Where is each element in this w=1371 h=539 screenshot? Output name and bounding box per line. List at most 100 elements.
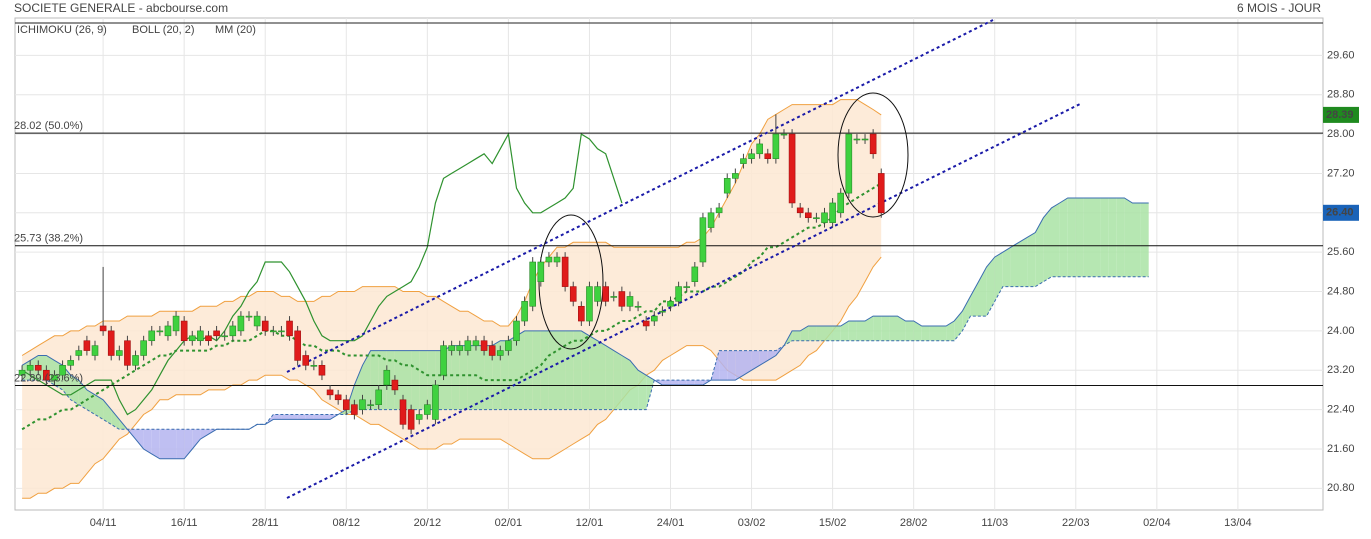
candle-body [480, 340, 488, 351]
cloud-segment [743, 350, 752, 376]
candle-body [464, 340, 472, 351]
candle-body [278, 330, 285, 333]
cloud-segment [735, 350, 744, 381]
candle-body [51, 374, 58, 381]
candle-body [156, 330, 164, 333]
candle-body [472, 340, 480, 346]
cloud-segment [686, 380, 695, 385]
price-tag [1323, 204, 1359, 221]
cloud-segment [459, 345, 468, 410]
candle-body [861, 138, 869, 141]
cloud-segment [313, 414, 322, 420]
candle-body [140, 340, 147, 356]
candle-body [334, 394, 342, 401]
cloud-segment [159, 429, 168, 459]
cloud-segment [289, 414, 298, 420]
cloud-segment [605, 345, 614, 410]
cloud-segment [856, 321, 865, 341]
candle-body [650, 315, 658, 322]
chart-title: SOCIETE GENERALE - abcbourse.com [14, 1, 228, 15]
cloud-segment [897, 316, 906, 341]
x-tick-label: 20/12 [414, 517, 442, 529]
cloud-segment [1019, 237, 1028, 287]
candle-body [440, 345, 447, 376]
cloud-segment [305, 414, 314, 420]
cloud-segment [273, 414, 282, 420]
candle-body [91, 345, 99, 356]
chikou [21, 132, 623, 416]
fib-label: 25.73 (38.2%) [14, 233, 83, 245]
cloud-segment [1075, 198, 1084, 277]
candle-body [359, 399, 366, 410]
cloud-segment [905, 321, 914, 341]
candle-body [229, 325, 237, 337]
candle-body [626, 296, 634, 307]
candle-body [667, 301, 674, 307]
cloud-segment [938, 326, 947, 341]
price-tag-label: 28.39 [1326, 109, 1354, 121]
period: 6 MOIS - JOUR [1237, 1, 1321, 15]
candle-body [188, 335, 196, 342]
candle-body [286, 320, 293, 337]
cloud-segment [30, 355, 39, 381]
candle-body [253, 315, 261, 327]
cloud-segment [670, 380, 679, 385]
cloud-segment [921, 326, 930, 341]
candle-body [43, 369, 50, 381]
cloud-segment [873, 316, 882, 341]
candle-body [221, 335, 228, 338]
y-tick-label: 24.00 [1327, 325, 1355, 337]
cloud-segment [986, 257, 995, 317]
cloud-segment [354, 365, 363, 410]
candle-body [261, 320, 269, 332]
y-tick-label: 20.80 [1327, 482, 1355, 494]
cloud-segment [978, 266, 987, 317]
candle-body [821, 212, 828, 223]
x-tick-label: 22/03 [1062, 517, 1090, 529]
cloud-segment [411, 350, 420, 410]
y-tick-label: 23.20 [1327, 364, 1355, 376]
cloud-segment [1051, 203, 1060, 277]
candle-body [391, 379, 399, 391]
cloud-segment [621, 355, 630, 410]
cloud-segment [557, 330, 566, 410]
cloud-segment [1124, 198, 1133, 277]
cloud-segment [1132, 203, 1141, 277]
candle-body [634, 305, 642, 308]
x-tick-label: 28/11 [252, 517, 279, 529]
candle-body [610, 296, 618, 298]
candle-body [869, 133, 877, 155]
cloud-segment [176, 429, 185, 459]
indicators-front [15, 132, 1323, 460]
senkou-b [22, 276, 1149, 430]
candle-body [683, 286, 691, 288]
cloud-segment [767, 350, 776, 361]
cloud-segment [386, 350, 395, 410]
candle-body [18, 369, 26, 376]
cloud-segment [362, 350, 371, 410]
x-tick-label: 04/11 [90, 517, 117, 529]
candle-body [83, 340, 91, 351]
cloud-segment [662, 380, 671, 385]
labels: 20.80 21.60 22.40 23.20 24.00 24.80 25.60 26.40… [14, 49, 1359, 529]
y-tick-label: 28.80 [1327, 89, 1355, 101]
x-tick-label: 15/02 [819, 517, 847, 529]
y-tick-label: 29.60 [1327, 49, 1355, 61]
candle-body [294, 330, 301, 361]
cloud-segment [751, 350, 760, 371]
cloud-segment [1108, 198, 1117, 277]
candle-body [237, 315, 245, 332]
candle-body [205, 335, 212, 342]
x-tick-label: 12/01 [576, 517, 604, 529]
candle-body [602, 286, 609, 302]
candle-body [813, 217, 820, 220]
candle-body [537, 261, 545, 282]
candle-body [310, 365, 318, 367]
cloud-segment [540, 330, 549, 410]
ellipse [837, 92, 909, 218]
y-tick-label: 27.20 [1327, 167, 1355, 179]
legend-entry: ICHIMOKU (26, 9) [17, 24, 107, 36]
candle-body [75, 350, 83, 356]
candle-body [270, 330, 277, 333]
cloud-segment [881, 316, 890, 341]
